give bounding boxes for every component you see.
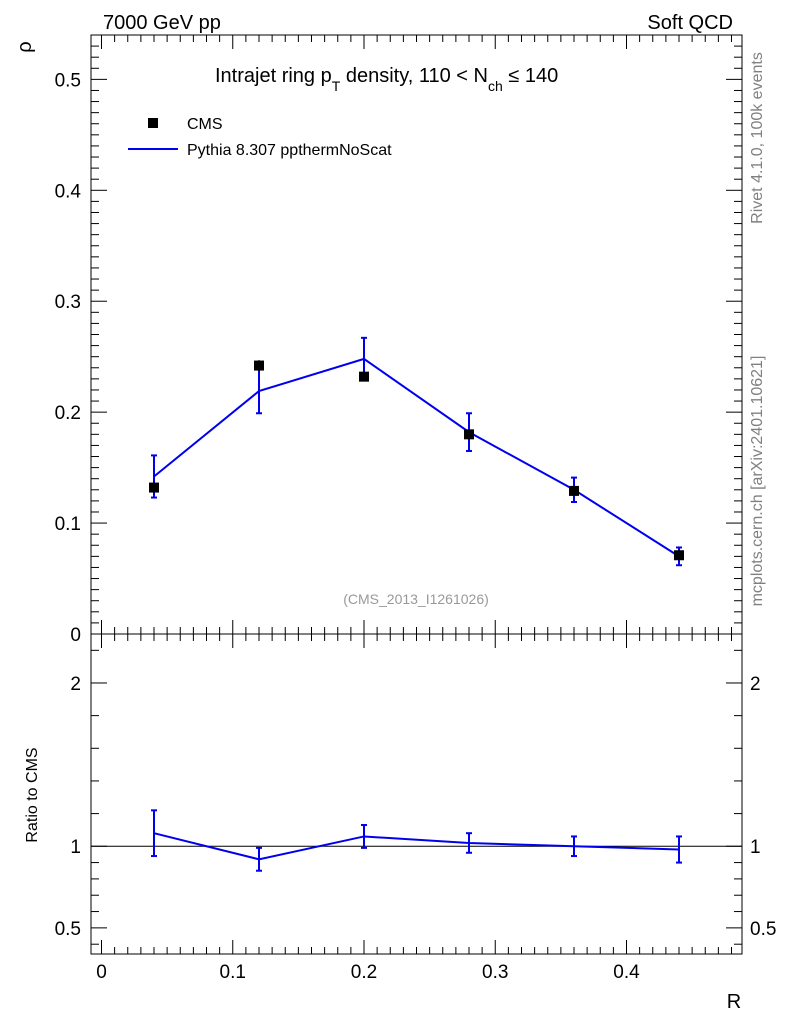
mcplots-label: mcplots.cern.ch [arXiv:2401.10621] [749, 356, 766, 607]
analysis-reference: (CMS_2013_I1261026) [343, 591, 489, 607]
x-tick-label: 0.4 [613, 962, 640, 983]
chart-title: Intrajet ring pT density, 110 < Nch ≤ 14… [215, 65, 558, 94]
pythia-line [153, 357, 680, 558]
ratio-y-tick-label-right: 1 [750, 837, 761, 858]
ratio-plot-frame [90, 633, 743, 955]
main-y-tick-label: 0.4 [55, 181, 82, 202]
pythia-main-series [151, 336, 682, 567]
main-y-tick-label-zero: 0 [70, 625, 81, 646]
main-y-tick-label: 0.3 [55, 292, 81, 313]
ratio-y-tick-label-left: 2 [70, 674, 81, 695]
collision-label: 7000 GeV pp [103, 12, 221, 34]
ratio-y-tick-label-left: 1 [70, 837, 81, 858]
main-y-axis-title: ρ [14, 41, 36, 52]
legend-label-pythia: Pythia 8.307 ppthermNoScat [187, 142, 392, 159]
ratio-y-axis-title: Ratio to CMS [24, 747, 41, 842]
ratio-y-tick-labels: 0.5 0.5 1 1 2 2 [55, 674, 777, 940]
pythia-ratio-series [151, 809, 682, 872]
x-tick-label: 0.2 [351, 962, 377, 983]
ratio-y-tick-label-right: 0.5 [750, 919, 776, 940]
x-tick-label: 0.3 [482, 962, 508, 983]
rivet-version-label: Rivet 4.1.0, 100k events [749, 52, 766, 224]
pythia-ratio-line [153, 832, 680, 861]
x-tick-label: 0 [96, 962, 107, 983]
cms-main-series [149, 360, 684, 561]
main-y-tick-label: 0.2 [55, 403, 81, 424]
main-y-tick-label: 0.5 [55, 70, 81, 91]
cms-data-point [149, 482, 159, 493]
cms-data-point [569, 485, 579, 496]
main-y-tick-label: 0.1 [55, 514, 81, 535]
x-tick-label: 0.1 [220, 962, 246, 983]
x-axis-ticks [101, 35, 732, 954]
cms-data-point [464, 429, 474, 440]
legend-marker-cms [148, 118, 158, 128]
main-axis-ticks [91, 34, 742, 635]
ratio-y-tick-label-left: 0.5 [55, 919, 81, 940]
ratio-y-tick-label-right: 2 [750, 674, 761, 695]
x-axis-title: R [727, 991, 741, 1013]
cms-data-point [254, 360, 264, 371]
ratio-axis-ticks [91, 649, 742, 945]
cms-data-point [674, 550, 684, 561]
cms-data-point [359, 371, 369, 382]
main-y-tick-labels: 0.1 0.2 0.3 0.4 0.5 0 [55, 70, 82, 646]
legend-label-cms: CMS [187, 116, 223, 133]
category-label: Soft QCD [647, 12, 733, 34]
x-tick-labels: 0 0.1 0.2 0.3 0.4 [96, 962, 640, 983]
